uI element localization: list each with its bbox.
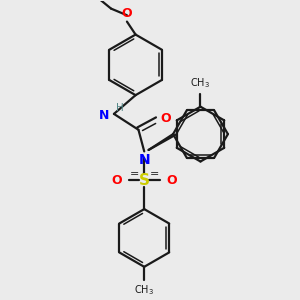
Text: =: =: [129, 169, 139, 179]
Text: N: N: [99, 109, 110, 122]
Text: O: O: [111, 174, 122, 187]
Text: CH$_3$: CH$_3$: [134, 284, 154, 297]
Text: O: O: [167, 174, 177, 187]
Text: CH$_3$: CH$_3$: [190, 76, 211, 90]
Text: =: =: [150, 169, 159, 179]
Text: O: O: [122, 7, 132, 20]
Text: O: O: [161, 112, 171, 125]
Text: H: H: [116, 103, 124, 112]
Text: S: S: [139, 173, 150, 188]
Text: N: N: [138, 153, 150, 167]
